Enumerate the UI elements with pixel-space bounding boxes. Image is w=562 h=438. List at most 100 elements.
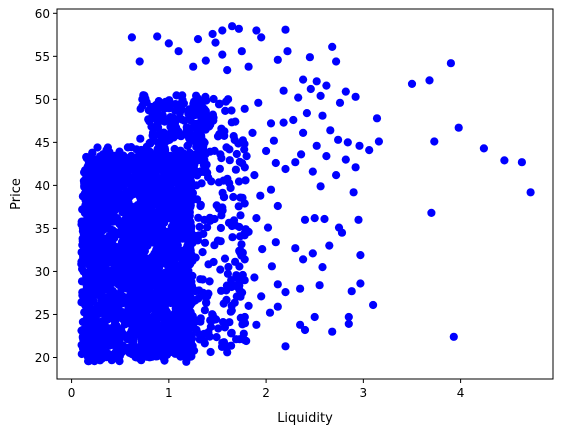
data-point [131,343,140,352]
data-point [101,223,110,232]
data-point [209,315,218,324]
data-point [269,136,278,145]
data-point [167,118,176,127]
data-point [328,327,337,336]
data-point [299,75,308,84]
data-point [216,265,225,274]
data-point [174,47,183,56]
data-point [115,342,124,351]
data-point [236,313,245,322]
data-point [188,188,197,198]
data-point [211,38,220,47]
data-point [146,138,155,147]
data-point [177,309,186,318]
data-point [198,248,207,257]
data-point [155,343,164,352]
data-point [250,273,259,282]
data-point [223,269,232,278]
data-point [225,156,234,165]
data-point [137,321,146,330]
data-point [144,320,154,329]
data-point [244,227,253,236]
data-point [204,289,213,298]
data-point [227,276,236,285]
data-point [77,349,86,359]
data-point [216,237,225,246]
data-point [109,172,118,181]
data-point [154,295,163,304]
data-point [244,62,253,71]
data-point [120,274,130,283]
data-point [294,93,303,102]
data-point [144,219,153,228]
plot-frame [56,8,554,380]
data-point [250,171,259,180]
data-point [228,233,237,242]
data-point [142,241,151,250]
data-point [124,214,133,223]
data-point [86,275,96,284]
data-point [153,255,162,264]
data-point [143,348,152,358]
data-point [202,96,211,105]
data-point [180,130,190,139]
data-point [151,172,160,181]
x-axis-label: Liquidity [277,411,333,426]
data-point [148,128,158,137]
y-tick-label: 35 [35,222,50,236]
data-point [91,313,100,322]
data-point [310,214,319,223]
data-point [365,146,374,155]
data-point [161,146,170,155]
data-point [186,241,195,250]
data-point [141,341,150,351]
data-point [103,315,112,324]
data-point [257,33,266,42]
data-point [160,306,169,315]
data-point [227,329,236,338]
y-tick-label: 25 [35,308,50,322]
data-point [119,231,128,240]
data-point [118,181,127,190]
data-point [181,172,191,181]
data-point [237,47,246,56]
data-point [184,266,193,275]
data-point [170,329,179,338]
data-point [315,281,324,290]
data-point [223,348,232,357]
data-point [526,188,535,197]
data-point [332,171,341,180]
data-point [176,295,185,304]
data-point [238,270,247,280]
data-point [89,235,98,244]
data-point [120,315,129,324]
data-point [127,33,136,42]
data-point [226,183,235,193]
data-point [187,228,196,237]
data-point [173,104,182,113]
data-point [176,205,185,214]
data-point [216,223,225,233]
data-point [89,245,98,254]
data-point [180,192,189,201]
data-point [240,199,249,208]
data-point [133,231,142,240]
data-point [205,277,214,286]
data-point [172,91,181,100]
data-point [430,137,439,146]
data-point [230,298,239,307]
data-point [180,162,189,171]
data-point [197,179,206,188]
data-point [234,24,243,33]
data-point [306,84,315,94]
data-point [77,340,86,350]
data-point [82,215,91,224]
data-point [219,318,228,327]
data-point [187,150,197,159]
data-point [104,201,113,210]
data-point [228,22,237,31]
data-point [150,165,159,174]
data-point [214,324,223,333]
data-point [310,312,319,322]
data-point [291,158,300,167]
